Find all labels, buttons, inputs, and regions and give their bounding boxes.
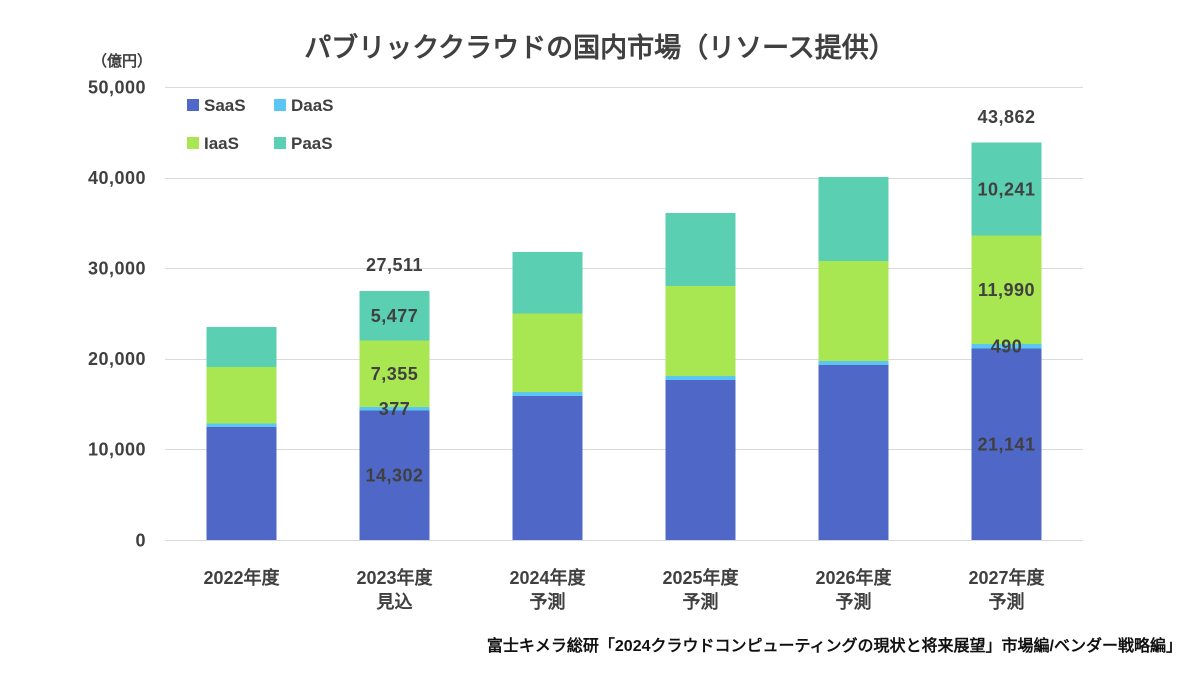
bar-iaas-2025 — [665, 285, 736, 377]
y-tick-label: 20,000 — [88, 349, 146, 369]
x-tick-label: 2025年度 — [662, 567, 739, 588]
data-label-iaas-2023: 7,355 — [371, 364, 419, 384]
bar-paas-2026 — [818, 176, 889, 261]
legend-item-paas: PaaS — [274, 134, 333, 153]
bar-daas-2026 — [818, 360, 889, 366]
legend-item-iaas: IaaS — [187, 134, 239, 153]
bar-saas-2025 — [665, 380, 736, 540]
y-axis-unit-label: （億円） — [92, 52, 152, 70]
data-label-iaas-2027: 11,990 — [978, 280, 1035, 300]
bar-iaas-2027 — [971, 235, 1042, 345]
bars — [206, 142, 1042, 540]
x-tick-label: 2023年度 — [356, 567, 433, 588]
bar-daas-2025 — [665, 376, 736, 381]
legend-label-daas: DaaS — [291, 96, 334, 115]
x-tick-sublabel: 見込 — [376, 592, 413, 612]
legend-swatch-daas — [274, 99, 286, 111]
data-label-daas-2023: 377 — [379, 399, 411, 419]
data-label-saas-2027: 21,141 — [977, 435, 1035, 455]
source-note: 富士キメラ総研「2024クラウドコンピューティングの現状と将来展望」市場編/ベン… — [487, 636, 1182, 655]
gridlines — [165, 87, 1083, 541]
x-tick-label: 2027年度 — [968, 567, 1045, 588]
bar-paas-2022 — [206, 327, 277, 367]
y-tick-label: 0 — [135, 530, 146, 550]
bar-saas-2023 — [359, 410, 430, 540]
bar-saas-2024 — [512, 395, 583, 540]
bar-iaas-2023 — [359, 340, 430, 408]
bar-paas-2027 — [971, 142, 1042, 236]
y-axis-labels: 0 10,000 20,000 30,000 40,000 50,000 — [88, 77, 146, 550]
bar-saas-2027 — [971, 348, 1042, 540]
data-label-daas-2027: 490 — [991, 337, 1023, 357]
legend: SaaS DaaS IaaS PaaS — [187, 96, 334, 153]
x-tick-sublabel: 予測 — [683, 591, 719, 612]
x-tick-label: 2022年度 — [203, 567, 280, 588]
bar-saas-2022 — [206, 426, 277, 540]
x-tick-label: 2024年度 — [509, 567, 586, 588]
legend-item-saas: SaaS — [187, 96, 246, 115]
data-labels: 14,302 377 7,355 5,477 27,511 21,141 490 11,990… — [365, 107, 1035, 486]
legend-swatch-paas — [274, 137, 286, 149]
x-tick-sublabel: 予測 — [989, 591, 1025, 612]
legend-label-saas: SaaS — [204, 96, 246, 115]
bar-iaas-2024 — [512, 313, 583, 393]
data-label-total-2023: 27,511 — [366, 255, 423, 275]
bar-iaas-2022 — [206, 366, 277, 424]
legend-swatch-saas — [187, 99, 199, 111]
x-axis-labels: 2022年度 2023年度見込2024年度予測2025年度予測2026年度予測20… — [203, 567, 1045, 612]
y-tick-label: 40,000 — [88, 168, 146, 188]
data-label-saas-2023: 14,302 — [365, 466, 423, 486]
bar-daas-2022 — [206, 423, 277, 427]
legend-label-iaas: IaaS — [204, 134, 239, 153]
chart-title: パブリッククラウドの国内市場（リソース提供） — [304, 32, 896, 63]
bar-paas-2023 — [359, 290, 430, 341]
bar-paas-2025 — [665, 212, 736, 286]
bar-paas-2024 — [512, 251, 583, 314]
bar-saas-2026 — [818, 365, 889, 540]
bar-daas-2023 — [359, 407, 430, 411]
legend-item-daas: DaaS — [274, 96, 334, 115]
legend-label-paas: PaaS — [291, 134, 333, 153]
bar-daas-2027 — [971, 344, 1042, 349]
data-label-paas-2023: 5,477 — [371, 306, 419, 326]
x-tick-sublabel: 予測 — [530, 591, 566, 612]
y-tick-label: 10,000 — [88, 440, 146, 460]
data-label-total-2027: 43,862 — [977, 107, 1035, 127]
bar-daas-2024 — [512, 392, 583, 396]
legend-swatch-iaas — [187, 137, 199, 149]
y-tick-label: 50,000 — [88, 77, 146, 97]
data-label-paas-2027: 10,241 — [977, 179, 1035, 199]
x-tick-sublabel: 予測 — [836, 591, 872, 612]
y-tick-label: 30,000 — [88, 259, 146, 279]
x-tick-label: 2026年度 — [815, 567, 892, 588]
bar-iaas-2026 — [818, 260, 889, 361]
